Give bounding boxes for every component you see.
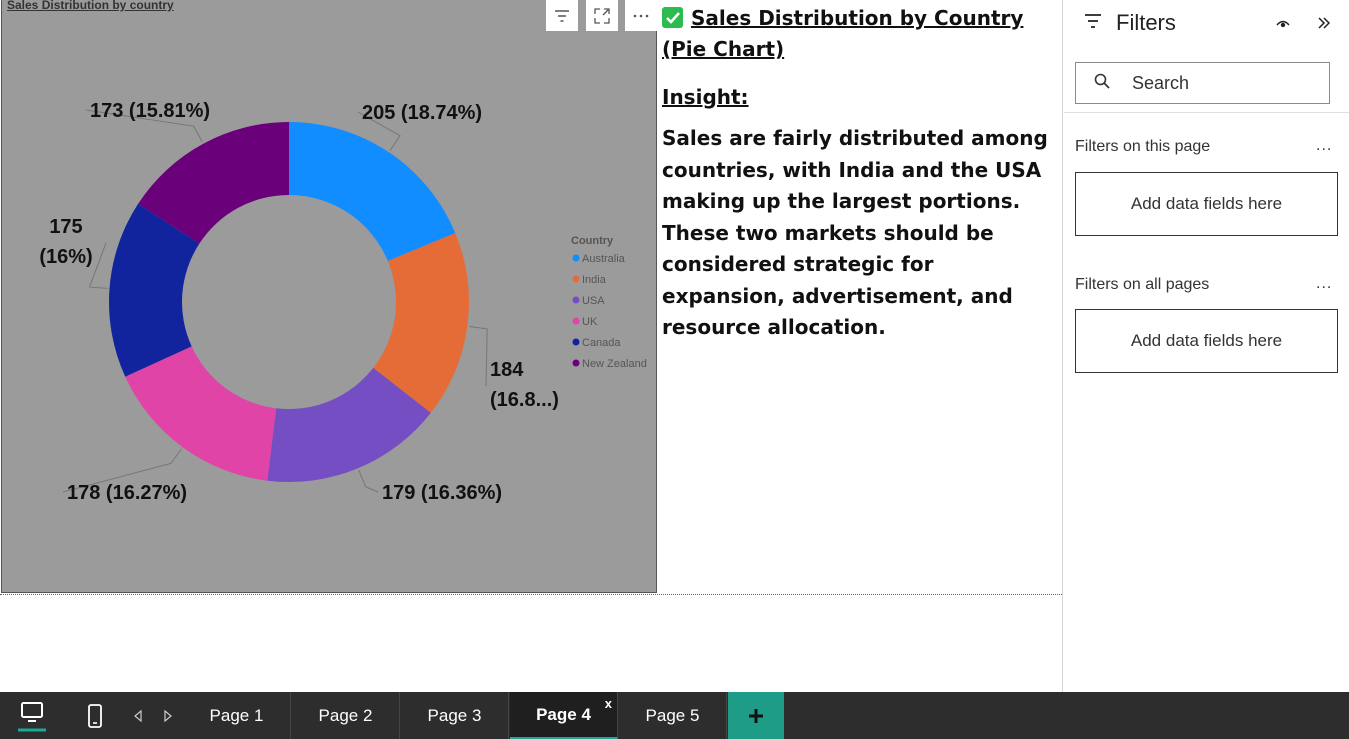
legend-marker	[572, 254, 580, 262]
leader-line	[88, 242, 108, 289]
data-label-australia: 205 (18.74%)	[362, 102, 482, 124]
filters-on-this-page-label: Filters on this page	[1075, 138, 1211, 155]
legend-item-india[interactable]: India	[582, 274, 607, 286]
focus-mode-icon[interactable]	[586, 0, 618, 31]
more-options-page-filters[interactable]: ...	[1316, 137, 1333, 154]
data-label-new-zealand: 173 (15.81%)	[90, 100, 210, 122]
legend-item-uk[interactable]: UK	[582, 316, 598, 328]
textbox-title: Sales Distribution by Country (Pie Chart…	[662, 3, 1052, 65]
data-label-uk: 178 (16.27%)	[67, 482, 187, 504]
legend-title: Country	[571, 235, 614, 247]
insight-body: Sales are fairly distributed among count…	[662, 126, 1048, 339]
leader-line	[469, 325, 488, 387]
donut-slice-australia[interactable]	[289, 122, 456, 261]
legend-item-canada[interactable]: Canada	[582, 337, 621, 349]
filter-lines-icon	[1084, 13, 1102, 34]
legend-marker	[572, 296, 580, 304]
data-label-canada: 175 (16%)	[39, 216, 92, 268]
search-input[interactable]	[1130, 71, 1314, 95]
close-tab-icon[interactable]: x	[604, 696, 612, 711]
tab-page-4[interactable]: Page 4 x	[510, 692, 618, 739]
green-checkbox-icon	[662, 7, 683, 28]
legend-item-usa[interactable]: USA	[582, 295, 605, 307]
insight-heading: Insight:	[662, 85, 749, 109]
donut-slice-usa[interactable]	[267, 367, 431, 482]
page-filters-drop-well[interactable]: Add data fields here	[1075, 172, 1338, 236]
legend-item-new-zealand[interactable]: New Zealand	[582, 358, 647, 370]
filters-separator	[1064, 112, 1349, 113]
leader-line	[85, 109, 203, 143]
tab-page-3[interactable]: Page 3	[401, 692, 509, 739]
donut-slice-uk[interactable]	[125, 346, 277, 481]
scroll-left-icon[interactable]	[130, 692, 146, 739]
canvas-divider	[1062, 0, 1063, 692]
donut-slice-india[interactable]	[373, 232, 469, 413]
leader-line	[357, 111, 401, 151]
textbox-title-text: Sales Distribution by Country (Pie Chart…	[662, 6, 1024, 61]
donut-slice-canada[interactable]	[108, 203, 200, 377]
visual-title: Sales Distribution by country	[7, 0, 174, 12]
donut-chart-visual[interactable]: 205 (18.74%) 184 (16.8...) 179 (16.36%) 178 …	[1, 0, 657, 593]
all-pages-filters-drop-well[interactable]: Add data fields here	[1075, 309, 1338, 373]
filters-on-all-pages-label: Filters on all pages	[1075, 276, 1210, 293]
filters-search-box[interactable]	[1075, 62, 1330, 104]
legend-item-australia[interactable]: Australia	[582, 253, 626, 265]
legend-marker	[572, 338, 580, 346]
filters-title: Filters	[1116, 10, 1176, 35]
legend-marker	[572, 275, 580, 283]
filters-pane: Filters Filters on this page ... Add dat…	[1064, 0, 1349, 692]
legend-marker	[572, 317, 580, 325]
plus-icon	[749, 708, 763, 723]
desktop-layout-icon[interactable]	[14, 692, 50, 739]
data-label-usa: 179 (16.36%)	[382, 482, 502, 504]
eye-icon[interactable]	[1276, 16, 1290, 34]
more-options-icon[interactable]	[625, 0, 657, 31]
leader-line	[358, 469, 379, 493]
add-page-button[interactable]	[728, 692, 784, 739]
tab-page-1[interactable]: Page 1	[183, 692, 291, 739]
donut-slice-new-zealand[interactable]	[138, 122, 289, 244]
page-tab-bar: Page 1 Page 2 Page 3 Page 4 x Page 5	[0, 692, 1349, 739]
page-boundary-line	[0, 594, 1062, 595]
filter-icon[interactable]	[546, 0, 578, 31]
tab-page-4-label: Page 4	[536, 704, 591, 724]
leader-line	[62, 448, 182, 493]
data-label-india: 184 (16.8...)	[490, 359, 559, 411]
collapse-pane-icon[interactable]	[1318, 13, 1331, 34]
more-options-all-filters[interactable]: ...	[1316, 275, 1333, 292]
legend-marker	[572, 359, 580, 367]
tab-page-5[interactable]: Page 5	[619, 692, 727, 739]
donut-chart: 205 (18.74%) 184 (16.8...) 179 (16.36%) 178 …	[39, 100, 647, 504]
report-canvas: 205 (18.74%) 184 (16.8...) 179 (16.36%) 178 …	[0, 0, 1063, 692]
tab-page-2[interactable]: Page 2	[292, 692, 400, 739]
search-icon	[1094, 73, 1110, 94]
mobile-layout-icon[interactable]	[84, 692, 106, 739]
filters-header: Filters	[1084, 10, 1176, 36]
scroll-right-icon[interactable]	[160, 692, 176, 739]
insight-textbox[interactable]: Sales Distribution by Country (Pie Chart…	[662, 3, 1052, 344]
